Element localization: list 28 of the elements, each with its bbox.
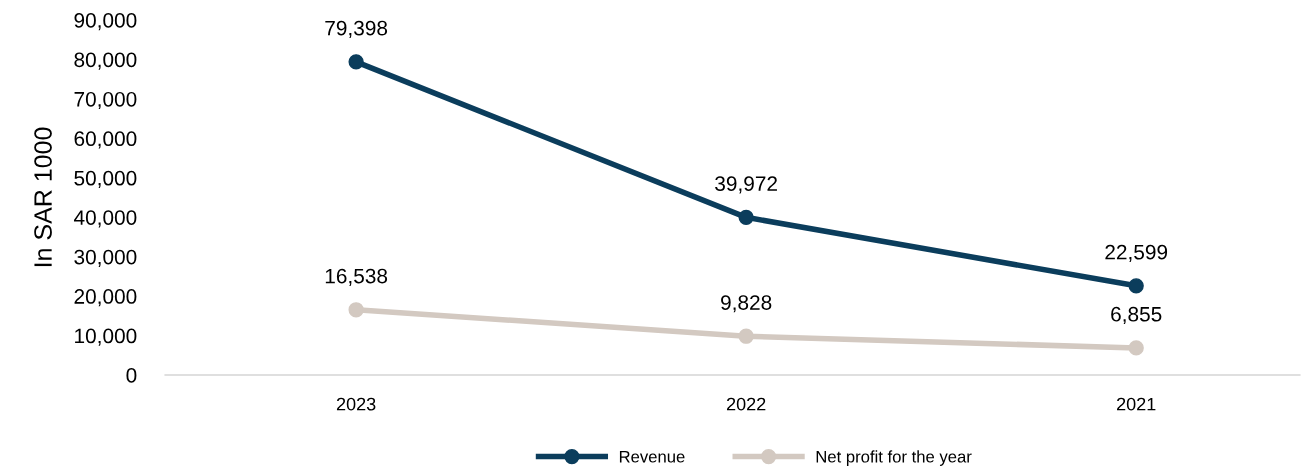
y-tick-label: 10,000 xyxy=(75,328,137,346)
point xyxy=(738,209,754,225)
legend-label: Net profit for the year xyxy=(816,450,972,466)
data-label: 39,972 xyxy=(715,176,777,194)
x-tick-label: 2022 xyxy=(726,397,766,411)
legend-label: Revenue xyxy=(619,450,685,463)
y-tick-label: 20,000 xyxy=(74,289,137,307)
data-label: 79,398 xyxy=(325,20,388,38)
x-tick-label: 2023 xyxy=(336,397,376,411)
y-tick-label: 50,000 xyxy=(74,170,137,188)
data-label: 22,599 xyxy=(1105,244,1168,262)
x-tick-label: 2021 xyxy=(1117,397,1156,411)
y-tick-label: 90,000 xyxy=(74,13,137,31)
y-tick-label: 30,000 xyxy=(74,249,137,267)
point xyxy=(1128,340,1144,356)
data-label: 6,855 xyxy=(1111,306,1162,325)
point xyxy=(348,302,364,318)
point xyxy=(1128,278,1144,294)
y-axis-title: In SAR 1000 xyxy=(34,127,52,267)
data-label: 9,828 xyxy=(721,295,772,313)
point xyxy=(348,54,364,70)
data-label: 16,538 xyxy=(325,268,388,286)
y-tick-label: 80,000 xyxy=(74,52,137,70)
point xyxy=(738,328,754,344)
y-tick-label: 60,000 xyxy=(74,131,137,149)
y-tick-label: 0 xyxy=(126,368,137,383)
y-tick-label: 70,000 xyxy=(74,91,137,110)
y-tick-label: 40,000 xyxy=(73,210,137,228)
